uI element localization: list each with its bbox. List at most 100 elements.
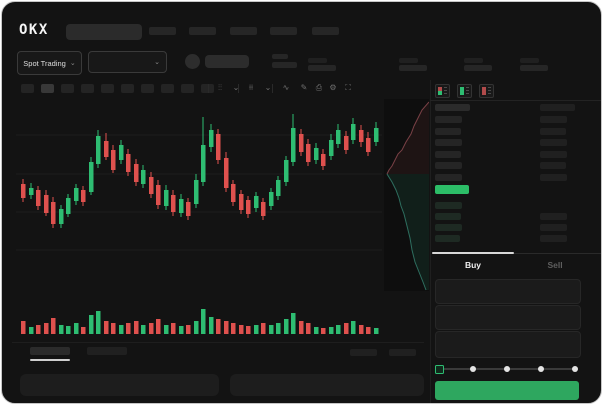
bid-row-price[interactable] <box>435 235 460 242</box>
volume-bar <box>29 327 34 334</box>
timeframe-button[interactable] <box>201 84 214 93</box>
ask-row-price[interactable] <box>435 127 461 135</box>
timeframe-button[interactable] <box>81 84 94 93</box>
ask-row-amount <box>540 162 566 169</box>
tab-buy[interactable]: Buy <box>464 260 482 270</box>
ask-row-price[interactable] <box>435 116 462 123</box>
volume-bar <box>186 325 191 334</box>
timeframe-button[interactable] <box>141 84 154 93</box>
draw-icon[interactable]: ✎ <box>300 83 308 92</box>
tab-sell[interactable]: Sell <box>547 260 563 270</box>
nav-item-placeholder[interactable] <box>149 27 176 35</box>
candle-body <box>246 200 251 214</box>
timeframe-button[interactable] <box>101 84 114 93</box>
orderbook-asks-only-icon[interactable] <box>479 84 494 98</box>
panel-action-placeholder[interactable] <box>389 349 416 356</box>
timeframe-button[interactable] <box>21 84 34 93</box>
bid-row-price[interactable] <box>435 202 462 209</box>
volume-bar <box>96 311 101 334</box>
candle-body <box>164 190 169 206</box>
slider-stop-dot[interactable] <box>504 366 510 372</box>
bid-row-price[interactable] <box>435 213 461 220</box>
last-price-bar[interactable] <box>435 185 469 194</box>
candle-body <box>261 202 266 216</box>
pair-selector-dropdown[interactable]: ⌄ <box>88 51 167 73</box>
volume-bar <box>359 325 364 334</box>
depth-bid-line <box>386 173 427 291</box>
camera-icon[interactable]: ⎙ <box>315 83 323 92</box>
ask-row-price[interactable] <box>435 150 461 158</box>
ask-row-price[interactable] <box>435 173 462 181</box>
candle-body <box>216 134 221 160</box>
nav-item-placeholder[interactable] <box>312 27 339 35</box>
bid-row-price[interactable] <box>435 224 462 231</box>
settings-icon[interactable]: ⚙ <box>329 83 337 92</box>
price-input[interactable] <box>435 279 581 304</box>
volume-bar <box>36 325 41 334</box>
coin-avatar <box>185 54 200 69</box>
orders-content-panel <box>20 374 219 396</box>
timeframe-button[interactable] <box>61 84 74 93</box>
indicators-icon[interactable]: ⍿⍿ <box>248 83 254 92</box>
volume-bar <box>44 323 49 334</box>
volume-bar <box>194 321 199 334</box>
line-tool-icon[interactable]: ∿ <box>282 83 290 92</box>
slider-stop-dot[interactable] <box>470 366 476 372</box>
orderbook-bids-only-icon[interactable] <box>457 84 472 98</box>
slider-handle[interactable] <box>435 365 444 374</box>
candle-body <box>209 130 214 147</box>
volume-bar <box>209 317 214 334</box>
timeframe-button[interactable] <box>181 84 194 93</box>
market-type-dropdown[interactable]: Spot Trading ⌄ <box>17 51 82 75</box>
candle-body <box>89 162 94 192</box>
chevron-down-icon[interactable]: ⌄ <box>264 83 272 92</box>
volume-bar <box>314 327 319 334</box>
candle-body <box>81 190 86 202</box>
volume-bar <box>179 326 184 334</box>
volume-bar <box>261 323 266 334</box>
candlestick-chart[interactable] <box>16 97 382 293</box>
orders-tab-active-placeholder[interactable] <box>30 347 70 355</box>
candle-body <box>321 154 326 166</box>
chevron-down-icon[interactable]: ⌄ <box>232 83 240 92</box>
ask-row-amount <box>540 127 566 135</box>
candle-body <box>336 130 341 144</box>
nav-item-placeholder[interactable] <box>230 27 257 35</box>
nav-item-placeholder[interactable] <box>270 27 297 35</box>
ask-row-price[interactable] <box>435 139 462 146</box>
divider <box>430 80 431 403</box>
volume-bar <box>224 321 229 334</box>
candle-body <box>269 192 274 206</box>
buy-submit-button[interactable] <box>435 381 579 400</box>
divider <box>432 253 601 254</box>
timeframe-button[interactable] <box>161 84 174 93</box>
stat-value-placeholder <box>399 65 427 71</box>
amount-slider[interactable] <box>435 362 579 376</box>
timeframe-button[interactable] <box>121 84 134 93</box>
timeframe-button[interactable] <box>41 84 54 93</box>
volume-bar <box>291 313 296 334</box>
depth-overlay <box>384 99 429 291</box>
orderbook-header-price[interactable] <box>435 104 470 111</box>
orderbook-combined-icon[interactable] <box>435 84 450 98</box>
candle-body <box>21 184 26 198</box>
volume-bar <box>276 323 281 334</box>
amount-input[interactable] <box>435 305 581 330</box>
history-tab-placeholder[interactable] <box>87 347 127 355</box>
volume-bar <box>374 328 379 334</box>
candle-style-icon[interactable]: ⫶⫶ <box>218 83 222 92</box>
volume-bar <box>299 321 304 334</box>
candle-body <box>306 144 311 162</box>
panel-action-placeholder[interactable] <box>350 349 377 356</box>
fullscreen-icon[interactable]: ⛶ <box>345 83 351 92</box>
nav-item-placeholder[interactable] <box>189 27 216 35</box>
search-input[interactable] <box>66 24 142 40</box>
volume-bar <box>74 323 79 334</box>
slider-stop-dot[interactable] <box>538 366 544 372</box>
total-input[interactable] <box>435 331 581 358</box>
divider <box>208 84 209 93</box>
market-type-label: Spot Trading <box>23 58 66 68</box>
ask-row-price[interactable] <box>435 162 462 169</box>
slider-stop-dot[interactable] <box>572 366 578 372</box>
